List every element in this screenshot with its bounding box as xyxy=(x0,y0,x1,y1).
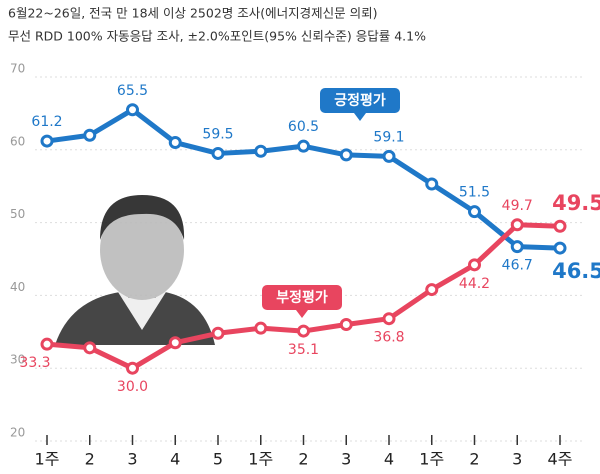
y-tick-label: 30 xyxy=(10,353,25,367)
x-tick-label: 4 xyxy=(170,450,180,469)
value-label: 59.5 xyxy=(202,126,233,142)
x-tick-label: 3 xyxy=(127,450,137,469)
point xyxy=(339,318,353,332)
x-tick-label: 4 xyxy=(384,450,394,469)
y-tick-label: 20 xyxy=(10,426,25,440)
value-label: 33.3 xyxy=(19,355,50,371)
value-label: 49.7 xyxy=(502,198,533,214)
y-tick-label: 50 xyxy=(10,207,25,221)
point xyxy=(126,361,139,375)
value-label: 46.7 xyxy=(502,258,533,274)
point xyxy=(468,205,481,219)
x-tick-label: 1주 xyxy=(248,450,273,469)
legend-pointer xyxy=(296,310,308,318)
x-tick-label: 3 xyxy=(341,450,351,469)
point xyxy=(40,134,54,148)
point xyxy=(211,146,225,160)
end-label: 49.5 xyxy=(552,191,600,215)
x-tick-label: 2 xyxy=(298,450,308,469)
y-tick-label: 40 xyxy=(10,280,25,294)
point xyxy=(425,177,439,191)
x-tick-label: 4주 xyxy=(548,450,573,469)
value-label: 35.1 xyxy=(288,342,319,358)
point xyxy=(510,218,524,232)
value-label: 59.1 xyxy=(373,129,404,145)
legend-label: 긍정평가 xyxy=(334,92,386,109)
point xyxy=(254,144,268,158)
value-label: 61.2 xyxy=(31,114,62,130)
point xyxy=(40,337,54,351)
point xyxy=(553,219,567,233)
y-tick-label: 70 xyxy=(10,62,25,76)
end-label: 46.5 xyxy=(552,259,600,283)
legend-box xyxy=(320,88,400,113)
value-label: 60.5 xyxy=(288,119,319,135)
subtitle: 6월22~26일, 전국 만 18세 이상 2502명 조사(에너지경제신문 의… xyxy=(8,6,378,21)
legend-box xyxy=(262,285,342,310)
value-label: 51.5 xyxy=(459,185,490,201)
x-tick-label: 5 xyxy=(213,450,223,469)
y-tick-label: 60 xyxy=(10,134,25,148)
point xyxy=(339,148,353,162)
point xyxy=(168,336,182,350)
legend-pointer xyxy=(354,113,366,121)
x-tick-label: 2 xyxy=(85,450,95,469)
x-tick-label: 3 xyxy=(512,450,522,469)
point xyxy=(168,136,182,150)
photo xyxy=(55,195,215,345)
value-label: 36.8 xyxy=(373,330,404,346)
point xyxy=(126,103,139,117)
subtitle-2: 무선 RDD 100% 자동응답 조사, ±2.0%포인트(95% 신뢰수준) … xyxy=(8,29,426,44)
x-tick-label: 1주 xyxy=(419,450,444,469)
point xyxy=(382,312,396,326)
point xyxy=(510,240,524,254)
value-label: 65.5 xyxy=(117,83,148,99)
point xyxy=(382,149,396,163)
point xyxy=(297,324,310,338)
legend-label: 부정평가 xyxy=(276,289,328,306)
point xyxy=(425,283,439,297)
point xyxy=(254,321,268,335)
point xyxy=(468,258,481,272)
x-tick-label: 2 xyxy=(469,450,479,469)
point xyxy=(83,128,97,142)
point xyxy=(553,241,567,255)
x-tick-label: 1주 xyxy=(35,450,60,469)
point xyxy=(83,341,97,355)
value-label: 44.2 xyxy=(459,276,490,292)
point xyxy=(211,326,225,340)
point xyxy=(297,139,310,153)
value-label: 30.0 xyxy=(117,379,148,395)
